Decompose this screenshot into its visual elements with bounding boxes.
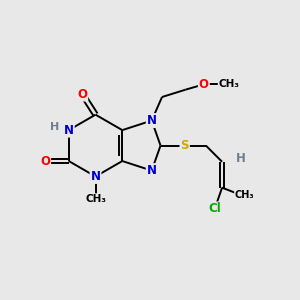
Text: CH₃: CH₃ (85, 194, 106, 204)
Text: N: N (147, 164, 157, 177)
Text: O: O (40, 154, 50, 167)
Text: N: N (91, 170, 100, 183)
Text: N: N (64, 124, 74, 136)
Text: S: S (180, 139, 189, 152)
Text: H: H (50, 122, 59, 132)
Text: N: N (147, 114, 157, 127)
Text: H: H (236, 152, 245, 165)
Text: CH₃: CH₃ (235, 190, 255, 200)
Text: CH₃: CH₃ (219, 80, 240, 89)
Text: O: O (199, 78, 209, 91)
Text: Cl: Cl (208, 202, 221, 215)
Text: O: O (77, 88, 87, 100)
